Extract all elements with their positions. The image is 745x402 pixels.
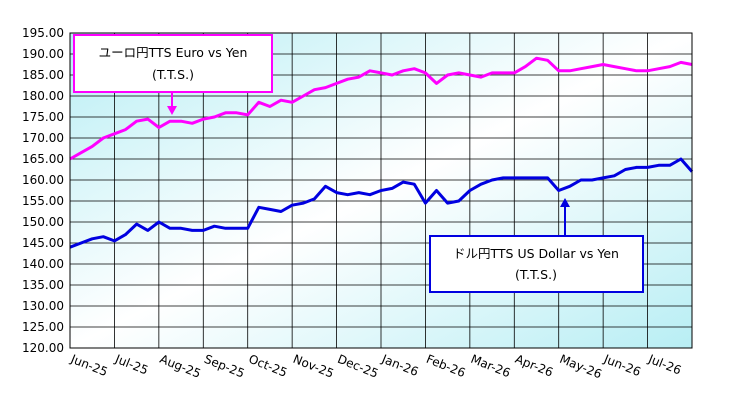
plot-border bbox=[69, 32, 693, 349]
annotation-arrowhead bbox=[560, 198, 570, 207]
x-tick-label: Aug-25 bbox=[158, 352, 203, 381]
y-tick-label: 165.00 bbox=[22, 152, 64, 166]
x-tick-label: Jan-26 bbox=[379, 351, 421, 379]
y-tick-label: 160.00 bbox=[22, 173, 64, 187]
y-tick-label: 145.00 bbox=[22, 236, 64, 250]
annotation-box bbox=[73, 34, 273, 93]
y-tick-label: 150.00 bbox=[22, 215, 64, 229]
y-tick-label: 155.00 bbox=[22, 194, 64, 208]
y-tick-label: 180.00 bbox=[22, 89, 64, 103]
x-tick-label: Nov-25 bbox=[291, 352, 336, 381]
y-tick-label: 190.00 bbox=[22, 47, 64, 61]
annotation-text: (T.T.S.) bbox=[515, 267, 557, 282]
y-tick-label: 170.00 bbox=[22, 131, 64, 145]
annotation-text: ユーロ円TTS Euro vs Yen bbox=[99, 45, 248, 60]
x-tick-label: Dec-25 bbox=[335, 352, 380, 381]
annotation-dollar: ドル円TTS US Dollar vs Yen (T.T.S.) bbox=[429, 198, 644, 293]
y-tick-label: 135.00 bbox=[22, 278, 64, 292]
series-line bbox=[69, 157, 694, 249]
x-tick-label: Mar-26 bbox=[469, 352, 513, 381]
x-tick-label: Apr-26 bbox=[513, 352, 555, 380]
annotation-box bbox=[429, 235, 644, 293]
x-tick-label: May-26 bbox=[558, 352, 604, 382]
y-tick-label: 125.00 bbox=[22, 320, 64, 334]
annotation-text: (T.T.S.) bbox=[152, 67, 194, 82]
x-tick-label: Sep-25 bbox=[202, 352, 246, 381]
x-tick-label: Jul-25 bbox=[112, 351, 150, 377]
annotation-euro: ユーロ円TTS Euro vs Yen (T.T.S.) bbox=[73, 34, 273, 115]
series-line bbox=[69, 56, 693, 161]
y-tick-label: 140.00 bbox=[22, 257, 64, 271]
annotation-arrowhead bbox=[167, 106, 177, 115]
x-tick-label: Oct-25 bbox=[247, 352, 290, 380]
y-tick-label: 130.00 bbox=[22, 299, 64, 313]
x-tick-label: Jun-25 bbox=[68, 351, 110, 379]
y-tick-label: 175.00 bbox=[22, 110, 64, 124]
y-tick-label: 185.00 bbox=[22, 68, 64, 82]
x-tick-label: Jul-26 bbox=[646, 351, 684, 377]
x-tick-label: Feb-26 bbox=[424, 352, 467, 380]
x-tick-label: Jun-26 bbox=[601, 351, 643, 379]
annotation-text: ドル円TTS US Dollar vs Yen bbox=[453, 246, 619, 261]
y-tick-label: 195.00 bbox=[22, 26, 64, 40]
y-tick-label: 120.00 bbox=[22, 341, 64, 355]
